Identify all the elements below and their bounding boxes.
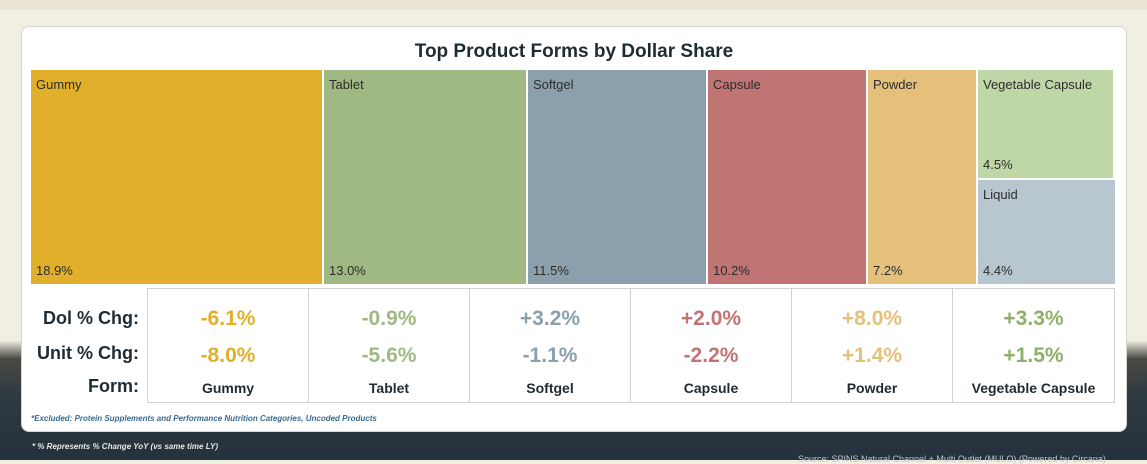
tile-value: 13.0% <box>329 263 366 278</box>
form-label: Gummy <box>201 380 255 396</box>
unit-chg-value: -1.1% <box>522 344 578 367</box>
unit-chg-row-label: Unit % Chg: <box>37 343 139 363</box>
tile-liquid: Liquid 4.4% <box>978 180 1115 286</box>
excluded-note: *Excluded: Protein Supplements and Perfo… <box>31 414 377 423</box>
dol-chg-value: -0.9% <box>361 307 417 330</box>
dol-chg-value: +3.2% <box>519 307 581 330</box>
treemap: Gummy 18.9% Tablet 13.0% Softgel 11.5% Capsule… <box>31 70 1115 286</box>
tile-value: 4.5% <box>983 157 1013 172</box>
form-label: Tablet <box>368 380 410 396</box>
tile-value: 11.5% <box>533 263 569 278</box>
dol-chg-row-label: Dol % Chg: <box>43 308 139 328</box>
dol-chg-value: +8.0% <box>841 307 903 330</box>
tile-capsule: Capsule 10.2% <box>708 70 868 286</box>
dol-chg-value: +2.0% <box>680 307 742 330</box>
form-label: Vegetable Capsule <box>971 380 1096 396</box>
dol-chg-value: -6.1% <box>200 307 256 330</box>
tile-value: 18.9% <box>36 263 73 278</box>
unit-chg-value: -2.2% <box>683 344 739 367</box>
change-column-gummy: -6.1% -8.0% Gummy <box>148 289 309 402</box>
tile-label: Powder <box>873 77 918 92</box>
unit-chg-value: -8.0% <box>200 344 256 367</box>
tile-label: Tablet <box>329 77 364 92</box>
source-note: Source: SPINS Natural Channel + Multi Ou… <box>798 454 1106 464</box>
unit-chg-value: -5.6% <box>361 344 417 367</box>
tile-label: Softgel <box>533 77 574 92</box>
tile-powder: Powder 7.2% <box>868 70 978 286</box>
dol-chg-value: +3.3% <box>1003 307 1064 330</box>
chart-title: Top Product Forms by Dollar Share <box>414 41 734 62</box>
form-row-label: Form: <box>88 376 139 396</box>
form-label: Softgel <box>526 380 574 396</box>
unit-chg-value: +1.5% <box>1003 344 1064 367</box>
tile-value: 4.4% <box>983 263 1013 278</box>
footnote: * % Represents % Change YoY (vs same tim… <box>32 442 218 451</box>
tile-label: Capsule <box>713 77 761 92</box>
unit-chg-value: +1.4% <box>841 344 903 367</box>
tile-tablet: Tablet 13.0% <box>324 70 528 286</box>
change-table: -6.1% -8.0% Gummy -0.9% -5.6% Tablet +3.2% -1.1… <box>147 288 1115 403</box>
tile-softgel: Softgel 11.5% <box>528 70 708 286</box>
tile-label: Vegetable Capsule <box>983 77 1093 92</box>
tile-label: Liquid <box>983 187 1018 202</box>
change-column-vegetable-capsule: +3.3% +1.5% Vegetable Capsule <box>953 289 1114 402</box>
form-label: Capsule <box>683 380 739 396</box>
tile-vegetable-capsule: Vegetable Capsule 4.5% <box>978 70 1115 180</box>
tile-value: 7.2% <box>873 263 903 278</box>
change-column-softgel: +3.2% -1.1% Softgel <box>470 289 631 402</box>
form-label: Powder <box>846 380 898 396</box>
tile-label: Gummy <box>36 77 82 92</box>
change-column-tablet: -0.9% -5.6% Tablet <box>309 289 470 402</box>
change-column-capsule: +2.0% -2.2% Capsule <box>631 289 792 402</box>
tile-value: 10.2% <box>713 263 750 278</box>
header-strip <box>0 0 1147 10</box>
tile-gummy: Gummy 18.9% <box>31 70 324 286</box>
chart-card: Top Product Forms by Dollar Share Gummy 1… <box>21 26 1127 432</box>
change-column-powder: +8.0% +1.4% Powder <box>792 289 953 402</box>
